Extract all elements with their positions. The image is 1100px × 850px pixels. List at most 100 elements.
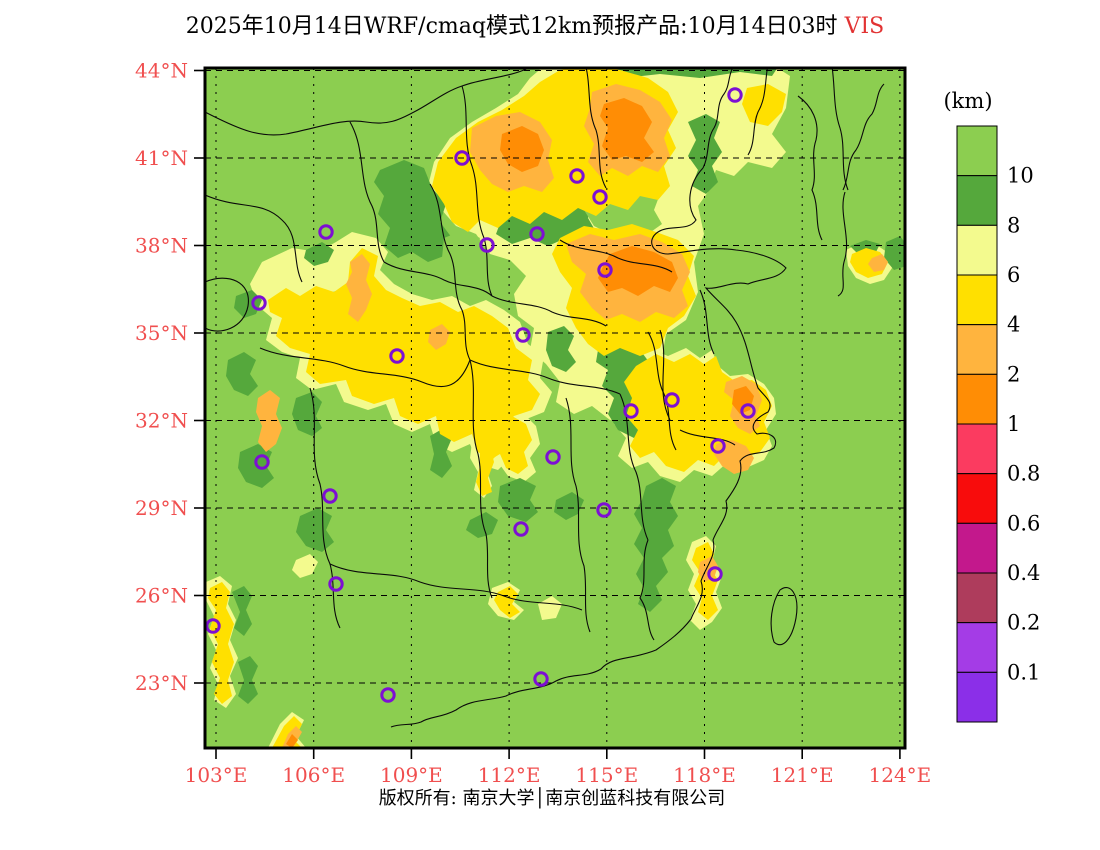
station-marker: [515, 327, 531, 343]
station-marker: [251, 295, 267, 311]
boundary-line: [469, 359, 493, 599]
station-marker: [707, 566, 723, 582]
boundary-line: [390, 167, 787, 728]
legend-swatch: [956, 572, 998, 624]
legend-swatch: [956, 125, 998, 177]
province-boundaries: [205, 68, 885, 728]
station-marker: [727, 87, 743, 103]
legend-label: 0.4: [1007, 561, 1040, 585]
map-title-text: 2025年10月14日WRF/cmaq模式12km预报产品:10月14日03时: [186, 14, 838, 39]
latlon-grid: [205, 68, 905, 748]
lat-label: 26°N: [135, 584, 188, 608]
field-blob-vis-6-8-pale-yellow: [292, 554, 318, 578]
station-marker: [623, 403, 639, 419]
legend-label: 8: [1007, 213, 1020, 237]
station-markers: [205, 87, 756, 703]
field-blob-vis-8-10-dark-green: [688, 114, 722, 194]
station-marker: [479, 237, 495, 253]
boundary-line: [831, 68, 849, 191]
legend-label: 0.2: [1007, 611, 1040, 635]
lon-label: 109°E: [380, 763, 443, 787]
boundary-line: [842, 83, 885, 191]
legend-label: 1: [1007, 412, 1020, 436]
footer-copyright: 版权所有: 南京大学│南京创蓝科技有限公司: [379, 787, 726, 809]
field-blob-vis-1-2-orange: [500, 126, 544, 172]
field-blob-vis-2-4-light-orange: [868, 254, 888, 272]
boundary-line: [259, 347, 471, 388]
boundary-line: [429, 183, 471, 361]
lat-label: 23°N: [135, 671, 188, 695]
lon-label: 121°E: [771, 763, 834, 787]
lat-label: 41°N: [135, 146, 188, 170]
station-marker: [664, 392, 680, 408]
field-blob-vis-8-10-dark-green: [498, 478, 538, 522]
field-blob-vis-4-6-yellow: [742, 84, 786, 126]
field-blob-vis-8-10-dark-green: [374, 160, 452, 262]
boundary-line: [469, 359, 621, 395]
boundary-line: [205, 68, 531, 136]
legend-swatch: [956, 423, 998, 475]
boundary-line: [461, 85, 493, 297]
boundary-line: [349, 121, 385, 263]
field-blob-vis-8-10-dark-green: [466, 512, 498, 538]
legend-unit-label: (km): [943, 89, 992, 113]
lat-label: 32°N: [135, 409, 188, 433]
field-blob-vis-8-10-dark-green: [430, 428, 452, 478]
legend-label: 0.6: [1007, 511, 1040, 535]
boundary-line: [565, 397, 591, 633]
legend-colorbar: 10 8 6 4 2 1 0.8 0.6 0.4 0.2 0.1: [956, 125, 1040, 723]
legend-label: 4: [1007, 313, 1020, 337]
field-blob-vis-8-10-dark-green: [296, 508, 334, 552]
lon-label: 103°E: [185, 763, 248, 787]
boundary-line: [797, 95, 823, 241]
lon-label: 124°E: [869, 763, 932, 787]
lon-label: 115°E: [575, 763, 638, 787]
lat-label: 35°N: [135, 321, 188, 345]
legend-swatch: [956, 224, 998, 276]
lat-label: 44°N: [135, 59, 188, 83]
field-blob-vis-1-2-orange: [732, 386, 754, 414]
map-frame: [203, 66, 907, 750]
station-marker: [513, 521, 529, 537]
boundary-line: [383, 261, 493, 297]
station-marker: [328, 576, 344, 592]
boundary-line: [837, 191, 848, 297]
axis-labels: 44°N 41°N 38°N 35°N 32°N 29°N 26°N 23°N 103°E 106…: [135, 59, 931, 788]
station-marker: [596, 502, 612, 518]
station-marker: [454, 150, 470, 166]
field-blob-vis-8-10-dark-green: [232, 586, 252, 636]
field-blob-vis-2-4-light-orange: [428, 324, 450, 350]
field-blob-vis-8-10-dark-green: [304, 242, 334, 266]
boundary-line: [639, 539, 655, 641]
field-blob-vis-8-10-dark-green: [226, 352, 258, 396]
legend-label: 2: [1007, 362, 1020, 386]
field-blob-vis-4-6-yellow: [272, 716, 302, 748]
lon-label: 112°E: [478, 763, 541, 787]
station-marker: [205, 618, 221, 634]
station-marker: [710, 438, 726, 454]
station-marker: [740, 403, 756, 419]
station-marker: [254, 454, 270, 470]
field-blob-vis-4-6-yellow: [208, 582, 234, 704]
boundary-line: [559, 239, 673, 273]
legend-label: 6: [1007, 263, 1020, 287]
station-marker: [389, 348, 405, 364]
boundary-line: [647, 331, 677, 451]
map-title: 2025年10月14日WRF/cmaq模式12km预报产品:10月14日03时 …: [186, 14, 884, 39]
field-blob-vis-8-10-dark-green: [546, 326, 576, 372]
lon-label: 118°E: [673, 763, 736, 787]
boundary-line: [205, 277, 249, 332]
station-marker: [545, 449, 561, 465]
boundary-line: [747, 68, 768, 156]
lon-label: 106°E: [282, 763, 345, 787]
legend-swatch: [956, 324, 998, 375]
field-blob-vis-2-4-light-orange: [256, 390, 282, 452]
boundary-line: [702, 68, 734, 169]
legend-swatch: [956, 473, 998, 524]
legend-swatch: [956, 175, 998, 226]
field-blob-vis-1-2-orange: [600, 98, 654, 162]
field-blob-vis-6-8-pale-yellow: [538, 596, 562, 620]
field-blob-green-holes: [442, 230, 480, 278]
